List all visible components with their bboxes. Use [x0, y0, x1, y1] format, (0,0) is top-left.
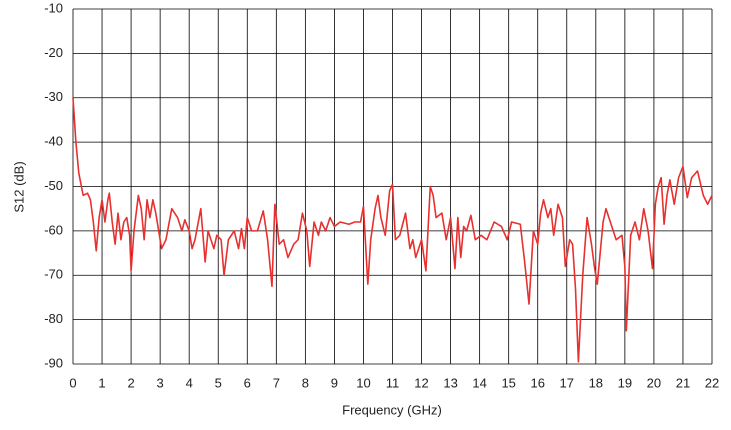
x-tick-label: 11	[386, 375, 400, 390]
y-tick-label: -20	[44, 45, 63, 60]
x-tick-label: 15	[501, 375, 515, 390]
x-tick-label: 6	[244, 375, 251, 390]
x-tick-label: 14	[472, 375, 486, 390]
y-tick-label: -50	[44, 178, 63, 193]
y-tick-label: -60	[44, 222, 63, 237]
y-tick-label: -40	[44, 134, 63, 149]
x-tick-label: 21	[676, 375, 690, 390]
x-tick-label: 8	[302, 375, 309, 390]
x-tick-label: 4	[186, 375, 193, 390]
x-tick-label: 18	[589, 375, 603, 390]
x-tick-label: 5	[215, 375, 222, 390]
y-tick-label: -80	[44, 311, 63, 326]
x-tick-label: 2	[127, 375, 134, 390]
x-tick-label: 13	[443, 375, 457, 390]
x-tick-label: 16	[530, 375, 544, 390]
y-tick-label: -10	[44, 0, 63, 15]
x-tick-label: 3	[157, 375, 164, 390]
y-axis-label: S12 (dB)	[11, 161, 26, 212]
y-tick-label: -30	[44, 89, 63, 104]
data-line	[72, 97, 713, 363]
y-tick-label: -70	[44, 267, 63, 282]
x-tick-label: 9	[331, 375, 338, 390]
x-tick-label: 17	[560, 375, 574, 390]
x-tick-label: 7	[273, 375, 280, 390]
x-axis-label: Frequency (GHz)	[342, 402, 442, 417]
x-tick-label: 10	[356, 375, 370, 390]
x-tick-label: 0	[69, 375, 76, 390]
x-tick-label: 22	[705, 375, 719, 390]
x-tick-label: 12	[414, 375, 428, 390]
y-tick-label: -90	[44, 355, 63, 370]
x-tick-label: 19	[618, 375, 632, 390]
x-tick-label: 1	[98, 375, 105, 390]
x-tick-label: 20	[647, 375, 661, 390]
